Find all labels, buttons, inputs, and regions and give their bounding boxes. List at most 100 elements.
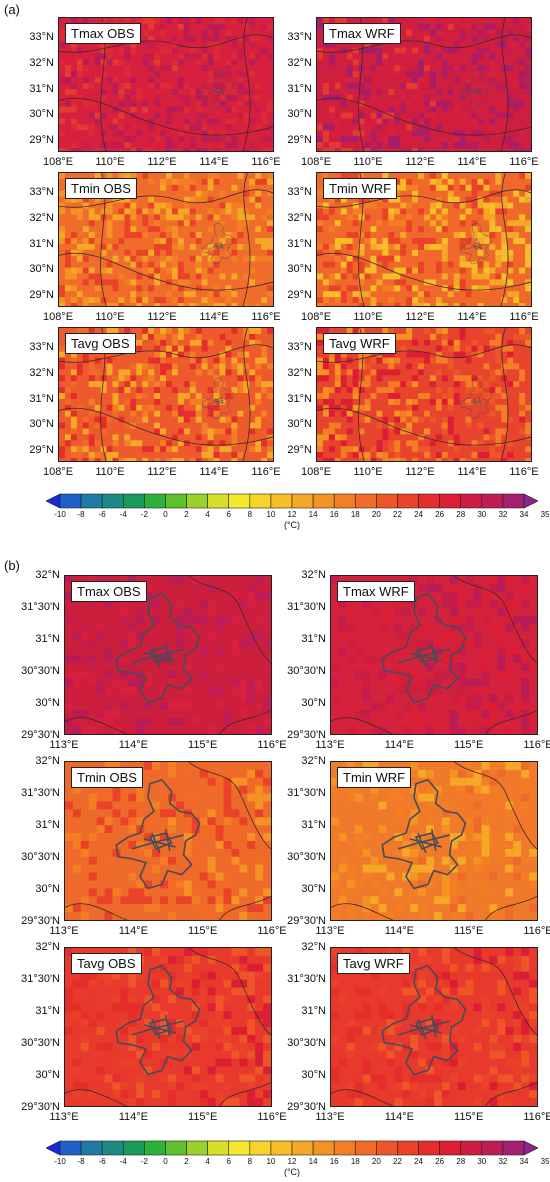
y-tick-label: 33°N xyxy=(29,31,54,43)
y-tick-label: 31°N xyxy=(35,1005,60,1017)
y-tick-label: 31°N xyxy=(301,819,326,831)
y-tick-label: 33°N xyxy=(287,341,312,353)
x-tick-label: 115°E xyxy=(188,739,218,751)
map-title: Tmax WRF xyxy=(323,23,401,44)
x-tick-label: 113°E xyxy=(49,739,79,751)
y-tick-label: 30°N xyxy=(287,108,312,121)
wuhan-outline xyxy=(115,592,201,704)
colorbar-swatch xyxy=(144,493,166,509)
province-borders xyxy=(317,18,531,151)
x-tick-label: 112°E xyxy=(405,466,435,478)
wuhan-outline xyxy=(459,222,493,265)
wuhan-outline xyxy=(459,67,493,110)
x-tick-label: 116°E xyxy=(251,466,281,478)
y-tick-label: 29°N xyxy=(287,134,312,146)
colorbar-swatch xyxy=(207,1140,230,1156)
grid-cells xyxy=(59,328,273,461)
colorbar-tick-label: 10 xyxy=(266,510,276,519)
grid-cells xyxy=(317,173,531,306)
y-tick-label: 29°30'N xyxy=(287,915,326,927)
colorbar-swatch xyxy=(376,1140,398,1156)
y-tick-label: 32°N xyxy=(301,941,326,953)
y-tick-label: 30°N xyxy=(301,697,326,709)
colorbar-swatch xyxy=(59,1140,82,1156)
y-tick-label: 33°N xyxy=(287,186,312,198)
colorbar-tick-label: -2 xyxy=(140,1157,148,1166)
colorbar-swatch xyxy=(502,493,525,509)
colorbar-swatch xyxy=(523,1140,538,1156)
colorbar-tick-label: 2 xyxy=(184,510,189,519)
x-tick-label: 116°E xyxy=(523,1111,550,1123)
colorbar-swatch xyxy=(122,1140,145,1156)
colorbar-tick-label: -6 xyxy=(98,510,106,519)
map-tmax-obs: Tmax OBS xyxy=(58,17,274,152)
map-title: Tmin OBS xyxy=(65,178,137,199)
colorbar-tick-label: -4 xyxy=(119,1157,127,1166)
colorbar-swatch xyxy=(397,493,419,509)
map-b-tmin-obs: Tmin OBS xyxy=(64,761,272,921)
colorbar-tick-label: 8 xyxy=(247,510,253,519)
map-b-tavg-wrf: Tavg WRF xyxy=(330,947,538,1107)
colorbar-tick-label: 12 xyxy=(287,1157,297,1166)
colorbar-swatch xyxy=(59,493,82,509)
y-tick-label: 30°30'N xyxy=(287,1037,326,1049)
map-title: Tmin WRF xyxy=(323,178,398,199)
colorbar-tick-label: 12 xyxy=(287,510,297,519)
colorbar-swatch xyxy=(165,493,187,509)
map-b-tavg-obs: Tavg OBS xyxy=(64,947,272,1107)
colorbar-swatch xyxy=(291,493,314,509)
y-tick-label: 32°N xyxy=(35,941,60,953)
y-tick-label: 29°30'N xyxy=(287,729,326,741)
colorbar-tick-label: 8 xyxy=(247,1157,253,1166)
colorbar-swatch xyxy=(354,1140,377,1156)
y-tick-label: 29°N xyxy=(287,289,312,301)
x-tick-label: 108°E xyxy=(300,466,332,478)
map-b-tmax-obs: Tmax OBS xyxy=(64,575,272,735)
y-tick-label: 30°N xyxy=(301,883,326,895)
x-tick-label: 108°E xyxy=(42,156,74,168)
colorbar-swatch xyxy=(354,493,377,509)
x-tick-label: 113°E xyxy=(49,925,79,937)
temperature-field xyxy=(65,948,271,1106)
map-title: Tavg OBS xyxy=(65,333,136,354)
grid-cells xyxy=(65,762,271,920)
wuhan-outline xyxy=(201,377,235,420)
colorbar-swatch xyxy=(207,493,230,509)
y-tick-label: 32°N xyxy=(29,56,54,69)
colorbar-tick-label: 26 xyxy=(435,1157,445,1166)
y-tick-label: 30°N xyxy=(287,418,312,431)
map-tavg-wrf: Tavg WRF xyxy=(316,327,532,462)
y-tick-label: 30°N xyxy=(29,418,54,431)
colorbar-swatch xyxy=(249,1140,272,1156)
colorbar-tick-label: 32 xyxy=(498,1157,508,1166)
x-tick-label: 114°E xyxy=(457,466,487,478)
colorbar-tick-label: -8 xyxy=(77,510,85,519)
colorbar-tick-label: 4 xyxy=(205,510,210,519)
colorbar-swatch xyxy=(460,493,483,509)
province-borders xyxy=(331,762,537,920)
y-tick-label: 31°30'N xyxy=(287,787,326,799)
y-tick-label: 32°N xyxy=(29,366,54,379)
colorbar-swatch xyxy=(144,1140,166,1156)
colorbar-tick-label: 14 xyxy=(308,1157,318,1166)
wuhan-outline xyxy=(201,67,235,110)
colorbar-swatch xyxy=(439,1140,462,1156)
y-tick-label: 31°30'N xyxy=(287,601,326,613)
colorbar-swatch xyxy=(101,493,124,509)
y-tick-label: 30°30'N xyxy=(21,1037,60,1049)
colorbar-tick-label: 20 xyxy=(371,1157,381,1166)
y-tick-label: 29°N xyxy=(29,289,54,301)
colorbar-panel-b: -10 -8 -6 -4 -2 0 2 4 6 8 10 12 14 16 18 20 22 24 26 28 30 32… xyxy=(46,1140,550,1180)
colorbar-swatch xyxy=(228,1140,251,1156)
colorbar-tick-label: 35 xyxy=(540,510,550,519)
colorbar-unit: (°C) xyxy=(283,1167,301,1177)
colorbar-swatch xyxy=(460,1140,483,1156)
map-title: Tavg WRF xyxy=(337,953,410,974)
colorbar-tick-label: 26 xyxy=(435,510,445,519)
y-tick-label: 32°N xyxy=(35,569,60,581)
colorbar-tick-label: 4 xyxy=(205,1157,210,1166)
colorbar-swatch xyxy=(291,1140,314,1156)
x-tick-label: 116°E xyxy=(509,311,539,323)
colorbar-tick-label: 32 xyxy=(498,510,508,519)
wuhan-outline xyxy=(381,592,467,704)
